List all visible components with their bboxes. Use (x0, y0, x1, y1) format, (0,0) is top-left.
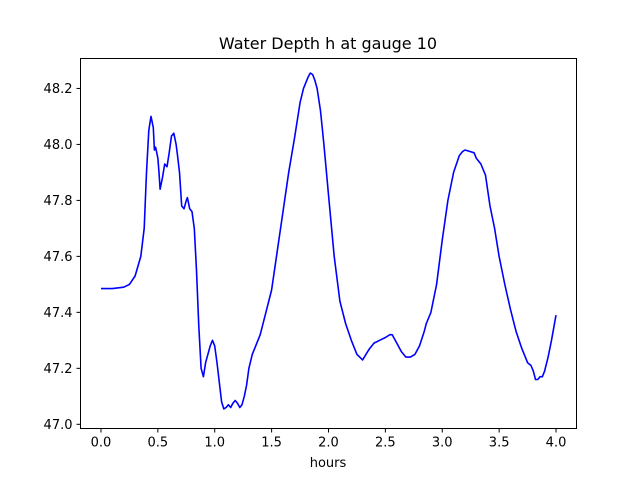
x-axis: 0.0 0.5 1.0 1.5 2.0 2.5 3.0 3.5 4.0 (91, 428, 567, 451)
x-axis-label: hours (310, 456, 347, 471)
y-tick-label: 47.8 (44, 194, 73, 209)
y-tick-label: 48.0 (44, 138, 73, 153)
chart-title: Water Depth h at gauge 10 (219, 34, 437, 53)
x-tick-label: 0.0 (91, 436, 112, 451)
y-tick-label: 48.2 (44, 82, 73, 97)
water-depth-line (101, 72, 557, 410)
y-tick-label: 47.0 (44, 418, 73, 433)
x-tick-label: 4.0 (546, 436, 567, 451)
plot-frame (80, 58, 577, 429)
y-axis: 47.0 47.2 47.4 47.6 47.8 48.0 48.2 (44, 82, 81, 433)
x-tick-label: 2.5 (375, 436, 396, 451)
y-tick-label: 47.4 (44, 306, 73, 321)
plot-area (101, 72, 557, 410)
x-tick-label: 3.5 (489, 436, 510, 451)
x-tick-label: 1.0 (204, 436, 225, 451)
x-tick-label: 2.0 (318, 436, 339, 451)
x-tick-label: 1.5 (261, 436, 282, 451)
x-tick-label: 0.5 (148, 436, 169, 451)
y-tick-label: 47.6 (44, 250, 73, 265)
x-tick-label: 3.0 (432, 436, 453, 451)
y-tick-label: 47.2 (44, 362, 73, 377)
